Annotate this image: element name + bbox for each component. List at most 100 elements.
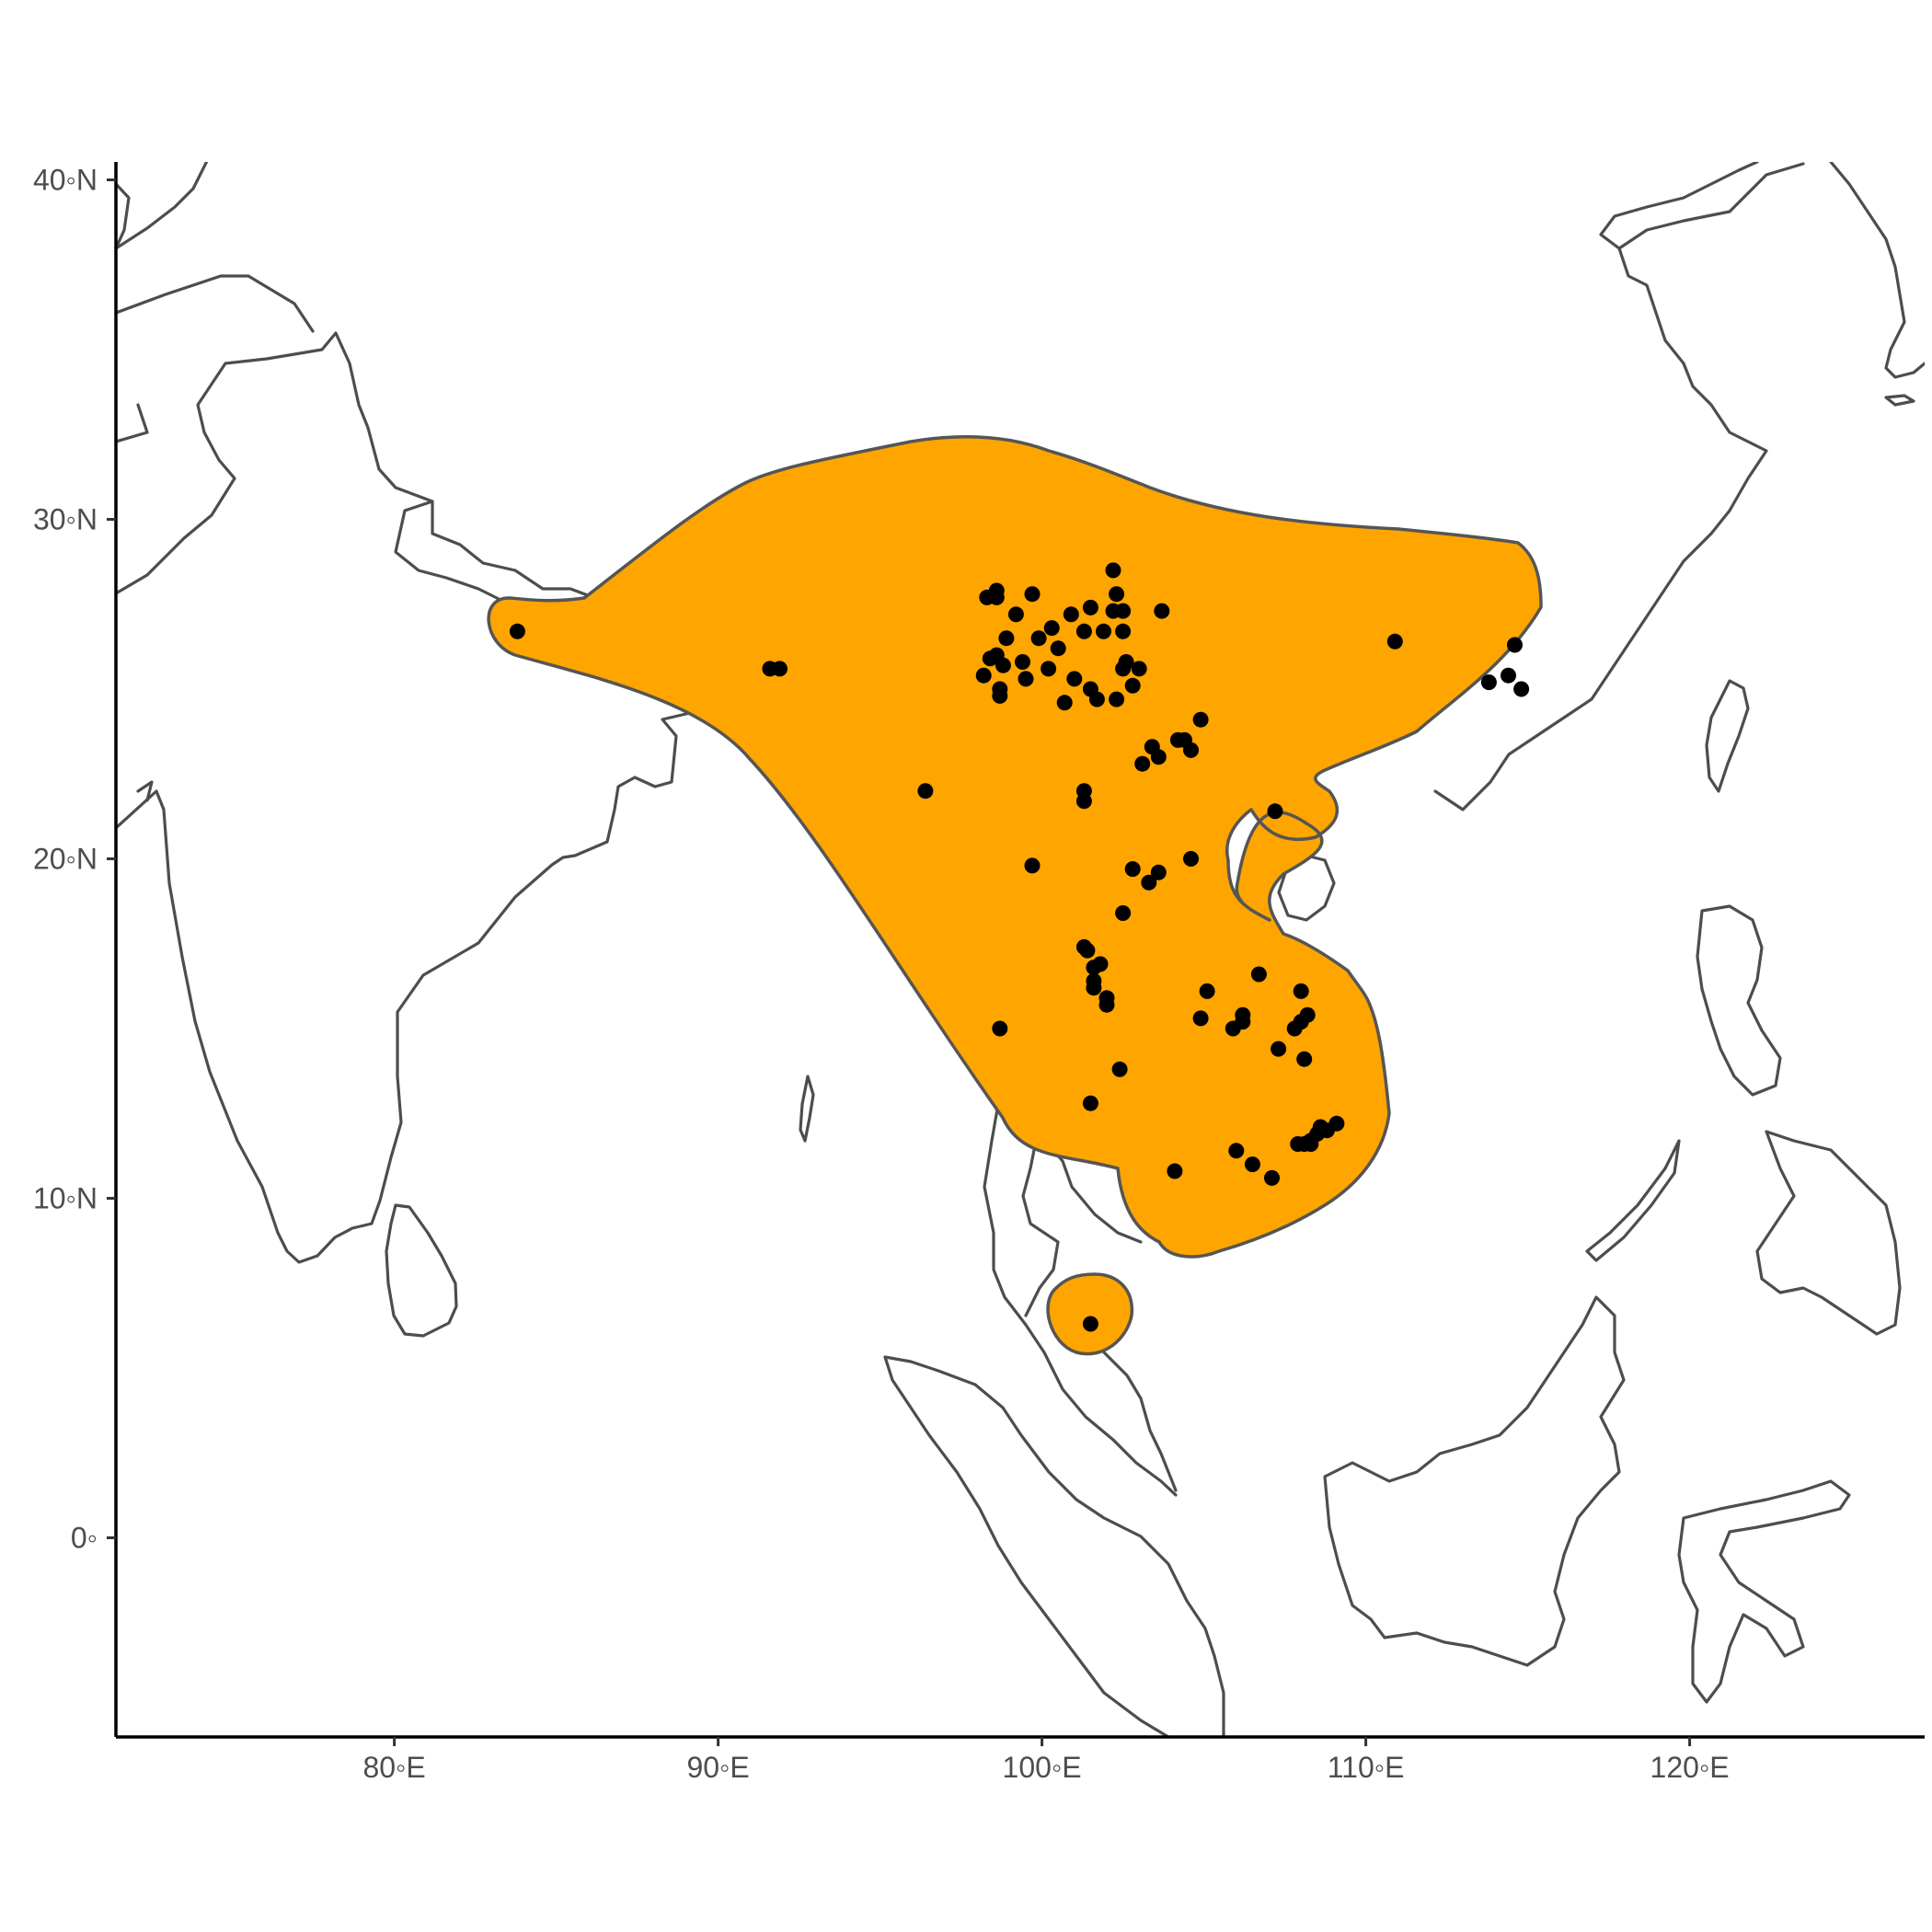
occurrence-point: [1115, 623, 1132, 639]
occurrence-point: [1192, 711, 1209, 728]
species-range: [487, 435, 1543, 1356]
occurrence-point: [1092, 956, 1109, 972]
borneo: [1323, 1295, 1626, 1667]
occurrence-point: [1082, 1095, 1098, 1111]
x-tick-label: 100◦E: [1003, 1751, 1082, 1784]
occurrence-point: [1150, 864, 1167, 880]
taiwan: [1705, 679, 1750, 793]
occurrence-point: [1041, 661, 1057, 677]
x-tick-label: 80◦E: [362, 1751, 425, 1784]
occurrence-point: [1264, 1169, 1280, 1186]
occurrence-point: [988, 589, 1005, 605]
coastlines: [116, 162, 1925, 1737]
x-tick-label: 110◦E: [1328, 1751, 1405, 1784]
occurrence-point: [1098, 996, 1115, 1013]
occurrence-point: [1235, 1014, 1251, 1030]
occurrence-point: [1115, 905, 1132, 921]
occurrence-point: [1056, 695, 1073, 711]
range-polygon-mainland: [487, 435, 1543, 1259]
y-tick-label: 40◦N: [33, 164, 98, 197]
india-north-border: [136, 780, 154, 802]
occurrence-point: [1501, 667, 1516, 684]
occurrence-point: [1075, 623, 1092, 639]
malay-peninsula-east: [1088, 1323, 1178, 1492]
occurrence-point: [1293, 983, 1309, 999]
occurrence-point: [1303, 1136, 1319, 1152]
gulf-of-thailand: [1021, 1144, 1143, 1317]
bohai-coast: [1599, 162, 1759, 250]
occurrence-point: [992, 687, 1008, 704]
occurrence-point: [1183, 851, 1199, 867]
occurrence-point: [1154, 603, 1170, 619]
x-tick-label: 90◦E: [686, 1751, 749, 1784]
occurrence-point: [1250, 966, 1267, 983]
palawan: [1585, 1139, 1681, 1262]
occurrence-point: [1299, 1006, 1316, 1023]
occurrence-point: [1271, 1041, 1287, 1057]
occurrence-point: [1124, 677, 1141, 694]
occurrence-point: [1063, 606, 1079, 623]
occurrence-point: [1134, 755, 1151, 772]
occurrence-point: [1228, 1143, 1245, 1159]
occurrence-point: [975, 667, 992, 684]
occurrence-point: [1007, 606, 1024, 623]
north-border: [116, 182, 149, 443]
occurrence-point: [509, 623, 525, 639]
occurrence-point: [1115, 603, 1132, 619]
x-tick-label: 120◦E: [1650, 1751, 1730, 1784]
occurrence-point: [998, 630, 1015, 647]
occurrence-point: [1079, 942, 1096, 959]
occurrence-point: [1082, 1316, 1098, 1332]
range-polygon-peninsula: [1046, 1272, 1133, 1356]
occurrence-point: [1109, 691, 1125, 707]
occurrence-point: [1109, 586, 1125, 603]
y-tick-label: 0◦: [71, 1522, 98, 1555]
sulawesi: [1677, 1479, 1851, 1704]
axes: 80◦E 90◦E 100◦E 110◦E 120◦E 0◦ 10◦N 20◦N 30◦N 40…: [33, 162, 1925, 1784]
y-tick-label: 30◦N: [33, 503, 98, 536]
y-tick-label: 10◦N: [33, 1182, 98, 1215]
occurrence-point: [1111, 1061, 1128, 1077]
luzon: [1696, 904, 1782, 1097]
y-axis-ticks: 0◦ 10◦N 20◦N 30◦N 40◦N: [33, 164, 116, 1555]
occurrence-point: [1513, 681, 1530, 697]
occurrence-point: [1030, 630, 1047, 647]
northwest-border: [116, 162, 315, 333]
occurrence-point: [1018, 671, 1034, 687]
occurrence-point: [1131, 661, 1147, 677]
occurrence-point: [1015, 654, 1030, 670]
occurrence-point: [917, 783, 934, 799]
occurrence-point: [1141, 874, 1157, 891]
jeju: [1884, 394, 1915, 407]
occurrence-point: [1115, 661, 1132, 677]
occurrence-point: [772, 661, 788, 677]
occurrence-point: [1105, 562, 1121, 579]
x-axis-ticks: 80◦E 90◦E 100◦E 110◦E 120◦E: [362, 1737, 1730, 1784]
korea: [1829, 162, 1925, 379]
occurrence-points: [509, 562, 1530, 1332]
occurrence-point: [1066, 671, 1083, 687]
sumatra: [883, 1355, 1225, 1737]
occurrence-point: [1192, 1010, 1209, 1027]
occurrence-point: [1267, 803, 1283, 820]
occurrence-point: [1507, 637, 1523, 653]
occurrence-point: [1244, 1156, 1260, 1173]
occurrence-point: [1183, 742, 1199, 758]
occurrence-point: [1086, 980, 1102, 996]
occurrence-point: [1024, 586, 1041, 603]
occurrence-point: [1167, 1163, 1183, 1179]
occurrence-point: [1050, 640, 1066, 657]
occurrence-point: [1043, 620, 1060, 637]
occurrence-point: [1328, 1115, 1345, 1132]
occurrence-point: [1096, 623, 1111, 639]
occurrence-point: [992, 1020, 1008, 1037]
occurrence-point: [1199, 983, 1215, 999]
occurrence-point: [1124, 861, 1141, 878]
occurrence-point: [1296, 1051, 1313, 1067]
occurrence-point: [1386, 633, 1403, 650]
occurrence-point: [1082, 599, 1098, 615]
occurrence-point: [1150, 749, 1167, 765]
china-east-coast: [1433, 162, 1805, 811]
visayas-mindanao: [1755, 1130, 1902, 1336]
occurrence-point: [1075, 793, 1092, 810]
